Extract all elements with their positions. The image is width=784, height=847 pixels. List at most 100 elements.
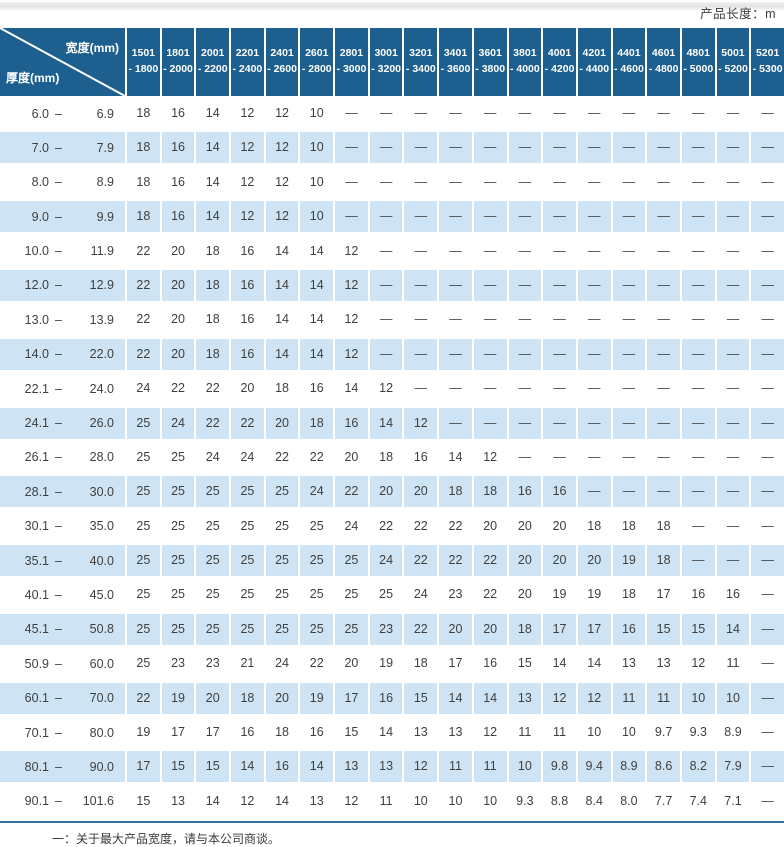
no-size-dash: —	[404, 338, 438, 370]
max-length-value: 18	[300, 407, 334, 439]
no-size-dash: —	[647, 269, 680, 301]
max-length-value: 17	[647, 579, 680, 611]
no-size-dash: —	[716, 166, 750, 198]
width-axis-label: 宽度(mm)	[65, 41, 119, 55]
max-length-value: 13	[404, 717, 438, 749]
max-length-value: 15	[127, 785, 160, 817]
max-length-value: 16	[231, 338, 264, 370]
max-length-value: 18	[369, 441, 403, 473]
no-size-dash: —	[751, 304, 784, 336]
max-length-value: 7.4	[681, 785, 715, 817]
no-size-dash: —	[751, 338, 784, 370]
max-length-value: 25	[161, 613, 195, 645]
max-length-value: 19	[300, 682, 334, 714]
max-length-value: 23	[196, 648, 230, 680]
no-size-dash: —	[543, 338, 576, 370]
no-size-dash: —	[681, 441, 715, 473]
max-length-value: 19	[543, 579, 576, 611]
max-length-value: 25	[369, 579, 403, 611]
max-length-value: 22	[127, 338, 160, 370]
max-length-value: 10	[300, 132, 334, 164]
max-length-value: 13	[369, 751, 403, 783]
no-size-dash: —	[404, 269, 438, 301]
max-length-value: 20	[404, 476, 438, 508]
no-size-dash: —	[751, 476, 784, 508]
max-length-value: 15	[647, 613, 680, 645]
max-length-value: 13	[612, 648, 646, 680]
max-length-value: 18	[577, 510, 611, 542]
max-length-value: 22	[300, 441, 334, 473]
no-size-dash: —	[577, 98, 611, 129]
max-length-value: 24	[404, 579, 438, 611]
max-length-value: 25	[265, 510, 299, 542]
max-length-value: 10	[577, 717, 611, 749]
max-length-value: 13	[647, 648, 680, 680]
max-length-value: 25	[300, 613, 334, 645]
max-length-value: 24	[265, 648, 299, 680]
no-size-dash: —	[751, 613, 784, 645]
max-length-value: 11	[439, 751, 472, 783]
no-size-dash: —	[439, 201, 472, 233]
max-length-value: 19	[161, 682, 195, 714]
max-length-value: 18	[508, 613, 542, 645]
max-length-value: 20	[161, 235, 195, 267]
table-row: 28.1–30.0 25 25 25 25 25 24 22 20 20 18 18 16 16— — — — —…	[0, 476, 784, 510]
table-row: 50.9–60.0 25 23 23 21 24 22 20 19 18 17 16 15 14 14 13 1…	[0, 648, 784, 682]
max-length-value: 25	[161, 476, 195, 508]
table-row: 8.0–8.9 18 16 14 12 12 10— — — — — — — — — — — — —	[0, 166, 784, 201]
table-row: 22.1–24.0 24 22 22 20 18 16 14 12— — — — — — — — — — —	[0, 373, 784, 407]
no-size-dash: —	[508, 304, 542, 336]
max-length-value: 22	[127, 269, 160, 301]
thickness-range-label: 50.9–60.0	[0, 648, 125, 680]
max-length-value: 9.3	[508, 785, 542, 817]
thickness-range-label: 10.0–11.9	[0, 235, 125, 267]
no-size-dash: —	[681, 338, 715, 370]
max-length-value: 17	[543, 613, 576, 645]
max-length-value: 14	[439, 682, 472, 714]
max-length-value: 20	[335, 441, 368, 473]
no-size-dash: —	[543, 235, 576, 267]
max-length-value: 14	[196, 201, 230, 233]
no-size-dash: —	[577, 269, 611, 301]
max-length-value: 24	[231, 441, 264, 473]
no-size-dash: —	[577, 201, 611, 233]
max-length-value: 16	[161, 166, 195, 198]
max-length-value: 12	[335, 785, 368, 817]
max-length-value: 16	[681, 579, 715, 611]
no-size-dash: —	[369, 304, 403, 336]
max-length-value: 12	[404, 407, 438, 439]
no-size-dash: —	[751, 648, 784, 680]
no-size-dash: —	[369, 338, 403, 370]
max-length-value: 14	[300, 235, 334, 267]
no-size-dash: —	[543, 269, 576, 301]
max-length-value: 25	[300, 545, 334, 577]
no-size-dash: —	[716, 476, 750, 508]
thickness-range-label: 30.1–35.0	[0, 510, 125, 542]
no-size-dash: —	[508, 98, 542, 129]
max-length-value: 13	[161, 785, 195, 817]
max-length-value: 18	[612, 510, 646, 542]
max-length-value: 22	[161, 373, 195, 405]
no-size-dash: —	[681, 407, 715, 439]
no-size-dash: —	[751, 717, 784, 749]
max-length-value: 12	[681, 648, 715, 680]
max-length-value: 20	[508, 579, 542, 611]
no-size-dash: —	[751, 373, 784, 405]
max-length-value: 13	[439, 717, 472, 749]
no-size-dash: —	[439, 166, 472, 198]
max-length-value: 13	[335, 751, 368, 783]
max-length-value: 16	[508, 476, 542, 508]
no-size-dash: —	[751, 682, 784, 714]
max-length-value: 14	[335, 373, 368, 405]
no-size-dash: —	[473, 201, 507, 233]
max-length-value: 24	[161, 407, 195, 439]
max-length-value: 12	[577, 682, 611, 714]
width-col-header: 3801- 4000	[508, 28, 542, 96]
max-length-value: 19	[127, 717, 160, 749]
max-length-value: 18	[127, 132, 160, 164]
max-length-value: 20	[231, 373, 264, 405]
max-length-value: 12	[335, 269, 368, 301]
max-length-value: 7.7	[647, 785, 680, 817]
max-length-value: 14	[196, 785, 230, 817]
no-size-dash: —	[577, 235, 611, 267]
